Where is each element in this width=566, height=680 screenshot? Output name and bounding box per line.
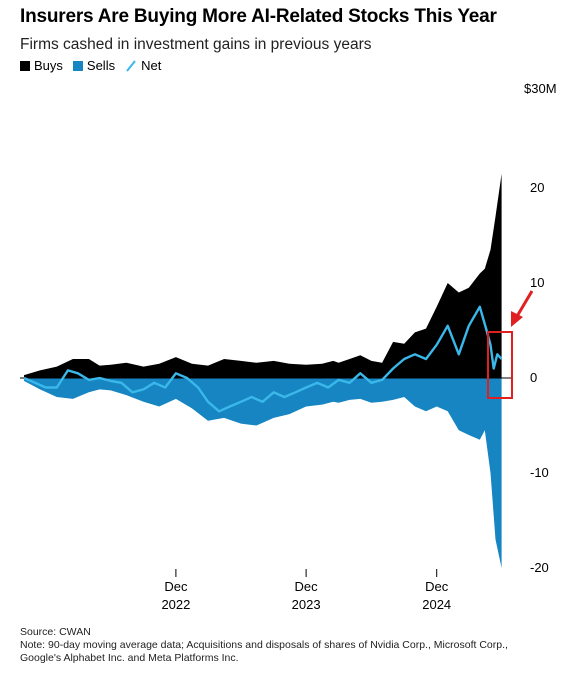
series-area-buys bbox=[24, 173, 502, 378]
x-tick-label-year: 2024 bbox=[422, 597, 451, 612]
legend-label-sells: Sells bbox=[86, 58, 116, 73]
highlight-box bbox=[487, 331, 513, 399]
series-line-net bbox=[23, 305, 503, 413]
x-tick-label-year: 2023 bbox=[292, 597, 321, 612]
chart-footer: Source: CWAN Note: 90-day moving average… bbox=[20, 626, 550, 665]
data-note: Note: 90-day moving average data; Acquis… bbox=[20, 639, 508, 664]
series-area-sells bbox=[24, 378, 502, 568]
y-tick-label: 0 bbox=[530, 370, 537, 385]
legend-item-net: Net bbox=[125, 58, 161, 73]
y-axis-unit-label: $30M bbox=[524, 81, 557, 96]
x-tick-label-month: Dec bbox=[425, 579, 449, 594]
y-tick-label: 10 bbox=[530, 275, 544, 290]
y-tick-label: -10 bbox=[530, 465, 549, 480]
annotation-arrow-shaft bbox=[514, 290, 534, 319]
x-tick-label-month: Dec bbox=[164, 579, 188, 594]
x-tick-label-year: 2022 bbox=[161, 597, 190, 612]
chart-legend: Buys Sells Net bbox=[20, 58, 161, 73]
y-tick-label: -20 bbox=[530, 560, 549, 575]
y-tick-label: 20 bbox=[530, 180, 544, 195]
legend-label-net: Net bbox=[141, 58, 162, 73]
annotation-arrow-head bbox=[511, 311, 523, 327]
source-note: Source: CWAN bbox=[20, 626, 91, 638]
net-line-icon bbox=[126, 59, 136, 72]
legend-label-buys: Buys bbox=[34, 58, 63, 73]
legend-item-sells: Sells bbox=[72, 58, 116, 73]
chart-plot: $30M 20 10 0 -10 -20 Dec 2022 Dec 2023 Dec 2024 bbox=[20, 81, 557, 612]
sells-swatch-icon bbox=[72, 60, 83, 71]
x-tick-label-month: Dec bbox=[295, 579, 319, 594]
chart-subtitle: Firms cashed in investment gains in prev… bbox=[20, 36, 372, 53]
legend-item-buys: Buys bbox=[20, 58, 63, 73]
buys-swatch-icon bbox=[20, 60, 30, 71]
chart-title: Insurers Are Buying More AI-Related Stoc… bbox=[20, 6, 497, 27]
